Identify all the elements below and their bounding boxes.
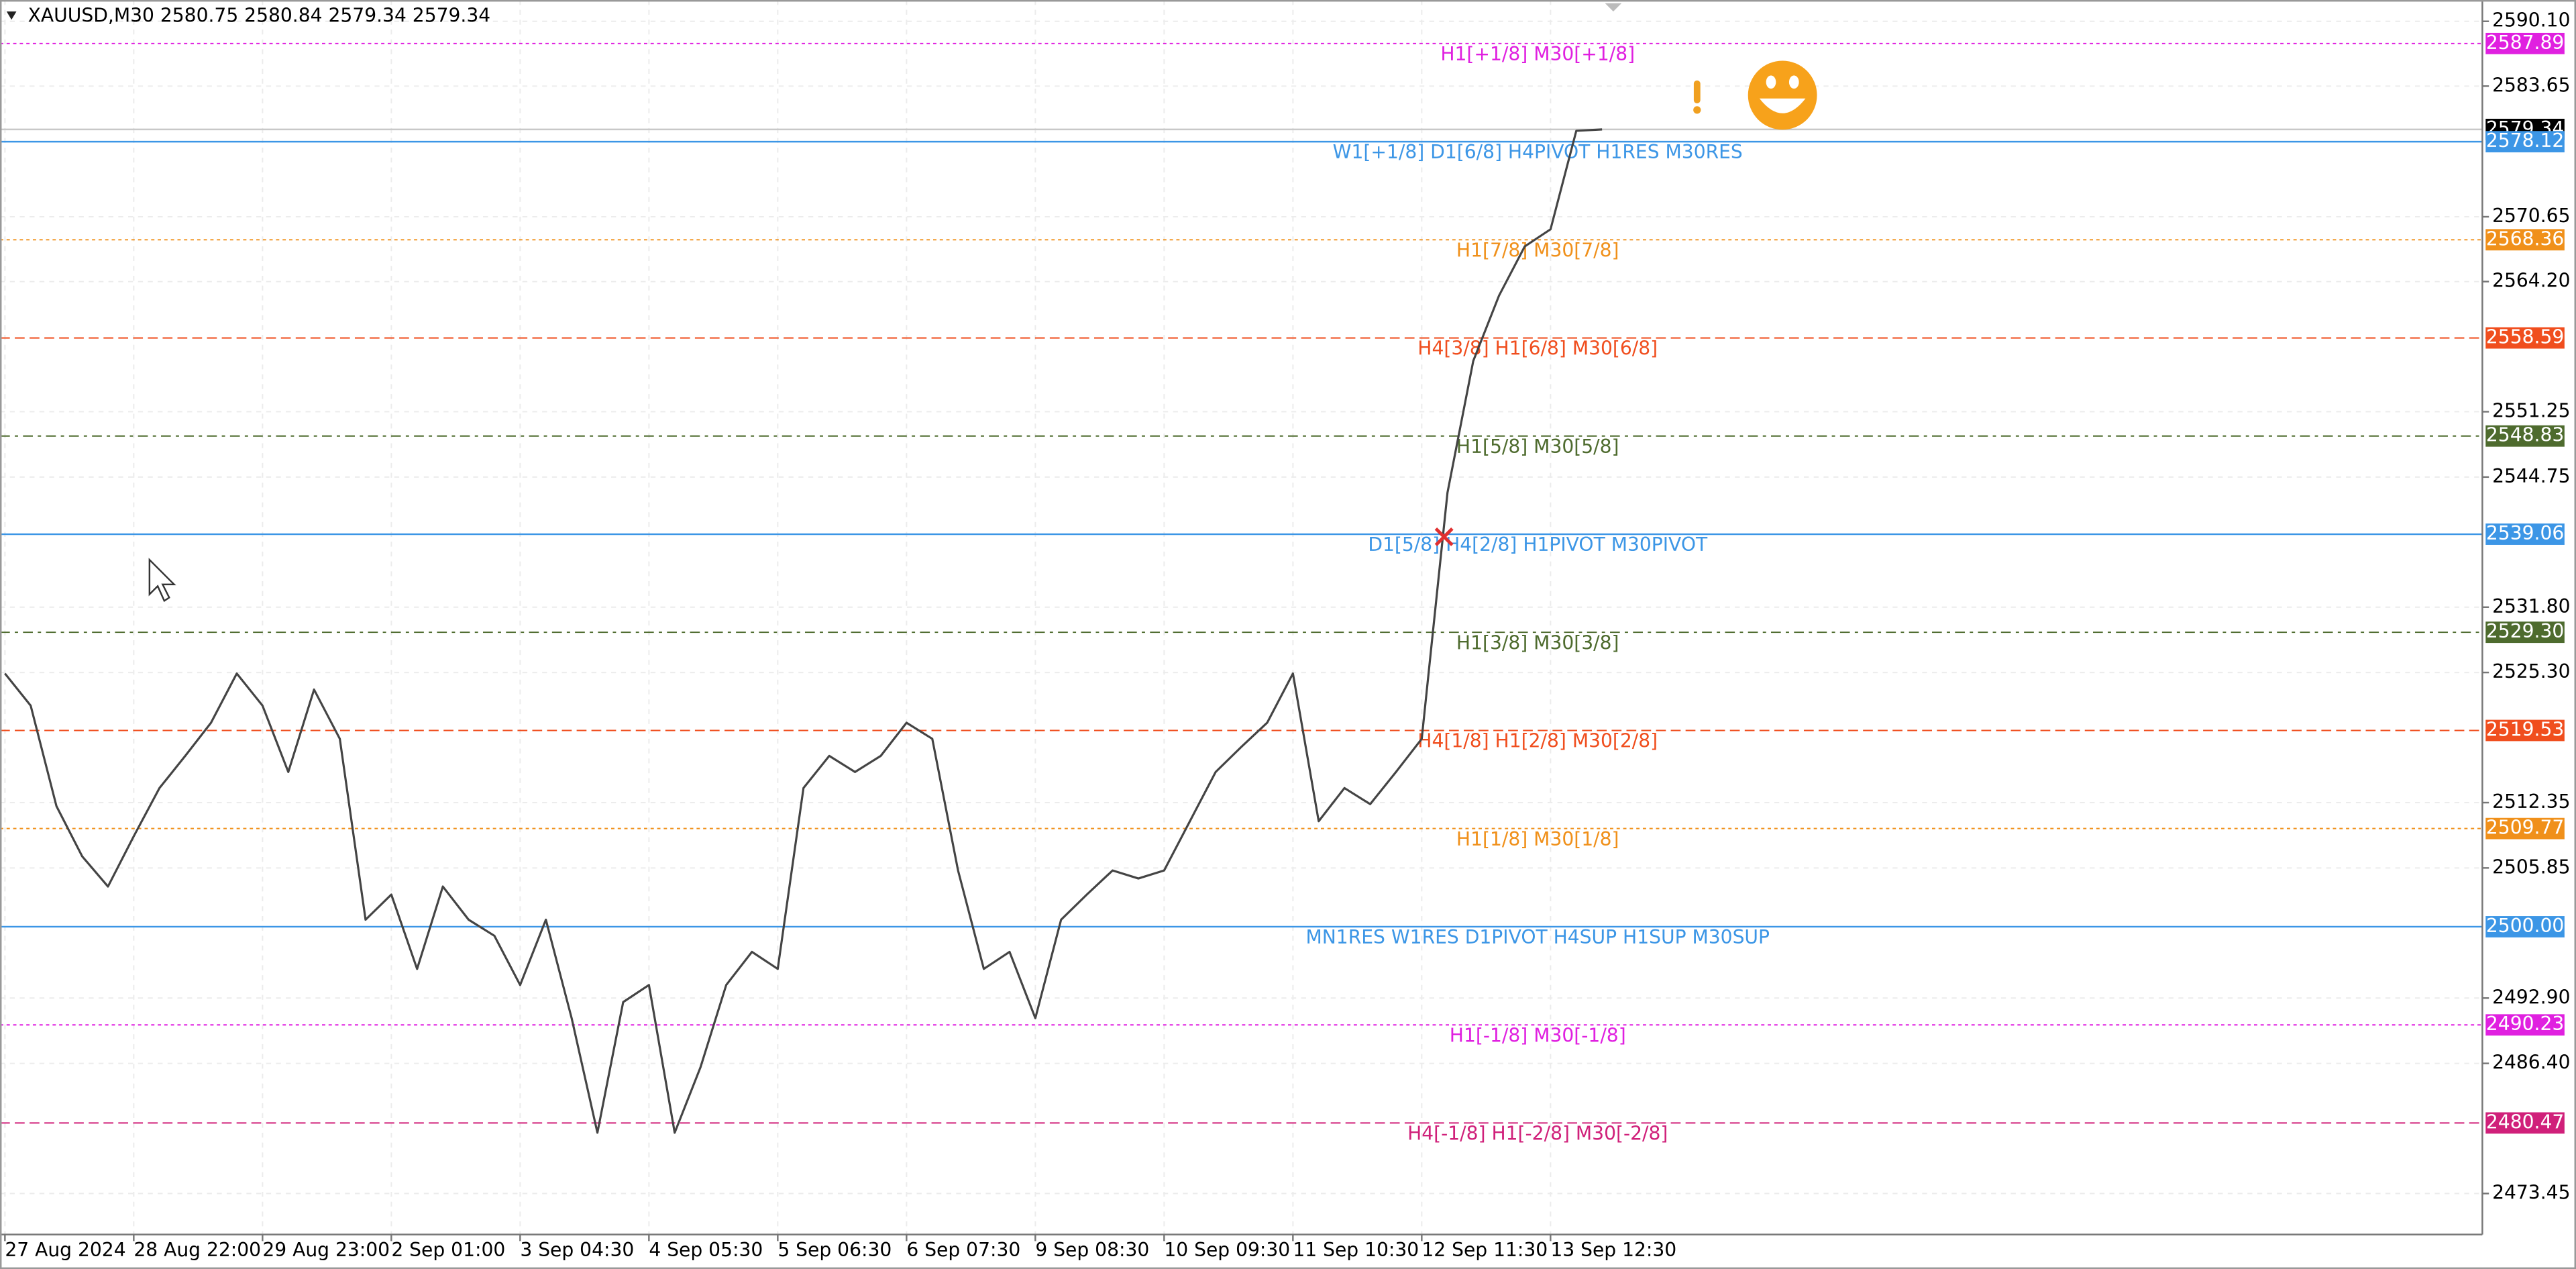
x-tick-label: 9 Sep 08:30 (1035, 1239, 1149, 1261)
price-label: 2587.89 (2486, 32, 2564, 54)
y-tick-label: 2492.90 (2492, 986, 2570, 1008)
price-label-box (2485, 32, 2565, 54)
level-text: H1[7/8] M30[7/8] (1456, 239, 1619, 261)
level-text: H1[3/8] M30[3/8] (1456, 631, 1619, 654)
price-label: 2500.00 (2486, 915, 2564, 937)
x-tick-label: 11 Sep 10:30 (1293, 1239, 1419, 1261)
y-tick-label: 2551.25 (2492, 400, 2570, 422)
x-tick-label: 27 Aug 2024 (5, 1239, 125, 1261)
price-label: 2539.06 (2486, 522, 2564, 544)
price-label-box (2485, 327, 2565, 349)
y-tick-label: 2544.75 (2492, 465, 2570, 487)
level-text: H4[1/8] H1[2/8] M30[2/8] (1417, 730, 1658, 752)
level-text: W1[+1/8] D1[6/8] H4PIVOT H1RES M30RES (1333, 141, 1743, 163)
price-label-box (2485, 131, 2565, 153)
chart-title: XAUUSD,M30 2580.75 2580.84 2579.34 2579.… (28, 4, 491, 26)
level-text: D1[5/8] H4[2/8] H1PIVOT M30PIVOT (1368, 534, 1708, 556)
price-label-box (2485, 1112, 2565, 1134)
y-tick-label: 2505.85 (2492, 856, 2570, 878)
y-tick-label: 2473.45 (2492, 1182, 2570, 1204)
data-layer (4, 128, 1603, 1134)
price-label: 2558.59 (2486, 326, 2564, 348)
price-label-box (2485, 916, 2565, 937)
level-text: H1[1/8] M30[1/8] (1456, 828, 1619, 850)
x-tick-label: 28 Aug 22:00 (133, 1239, 261, 1261)
level-text: H1[-1/8] M30[-1/8] (1450, 1024, 1626, 1046)
x-tick-label: 13 Sep 12:30 (1550, 1239, 1676, 1261)
y-tick-label: 2525.30 (2492, 660, 2570, 682)
mouse-cursor (148, 558, 176, 603)
price-label: 2568.36 (2486, 227, 2564, 250)
x-tick-label: 29 Aug 23:00 (262, 1239, 390, 1261)
price-label-box (2485, 425, 2565, 447)
price-label-box (2485, 621, 2565, 644)
x-tick-label: 10 Sep 09:30 (1164, 1239, 1290, 1261)
level-text: H1[5/8] M30[5/8] (1456, 436, 1619, 458)
x-tick-label: 6 Sep 07:30 (906, 1239, 1020, 1261)
price-label: 2509.77 (2486, 817, 2564, 839)
price-label: 2578.12 (2486, 130, 2564, 152)
price-label: 2529.30 (2486, 620, 2564, 642)
y-tick-label: 2583.65 (2492, 74, 2570, 96)
level-text: H1[+1/8] M30[+1/8] (1440, 43, 1635, 65)
price-label: 2490.23 (2486, 1013, 2564, 1035)
price-label-box (2485, 817, 2565, 840)
x-tick-label: 12 Sep 11:30 (1421, 1239, 1548, 1261)
level-text: H4[-1/8] H1[-2/8] M30[-2/8] (1407, 1123, 1668, 1145)
y-tick-label: 2486.40 (2492, 1052, 2570, 1074)
price-line (4, 128, 1603, 1134)
price-label: 2480.47 (2486, 1111, 2564, 1133)
red-cross (1434, 527, 1454, 546)
price-label: 2519.53 (2486, 719, 2564, 741)
price-label-box (2485, 523, 2565, 545)
menu-triangle[interactable] (6, 11, 17, 20)
grid-layer (0, 0, 2483, 1235)
price-label-box (2485, 719, 2565, 742)
y-tick-label: 2531.80 (2492, 595, 2570, 617)
smiley-icon (1748, 60, 1817, 130)
x-tick-label: 4 Sep 05:30 (649, 1239, 763, 1261)
alert-icon (1693, 80, 1701, 114)
y-tick-label: 2512.35 (2492, 791, 2570, 813)
y-tick-label: 2564.20 (2492, 270, 2570, 292)
shift-marker (1605, 3, 1622, 12)
y-tick-label: 2570.65 (2492, 205, 2570, 227)
price-label: 2548.83 (2486, 424, 2564, 446)
level-text: H4[3/8] H1[6/8] M30[6/8] (1417, 338, 1658, 360)
price-label-box (2485, 229, 2565, 251)
x-tick-label: 3 Sep 04:30 (520, 1239, 634, 1261)
level-layer: H1[+1/8] M30[+1/8] W1[+1/8] D1[6/8] H4PIV… (0, 42, 2483, 1145)
x-tick-label: 5 Sep 06:30 (777, 1239, 892, 1261)
level-text: MN1RES W1RES D1PIVOT H4SUP H1SUP M30SUP (1305, 926, 1770, 948)
y-tick-label: 2590.10 (2492, 9, 2570, 32)
x-tick-label: 2 Sep 01:00 (391, 1239, 505, 1261)
price-label-box (2485, 1014, 2565, 1036)
